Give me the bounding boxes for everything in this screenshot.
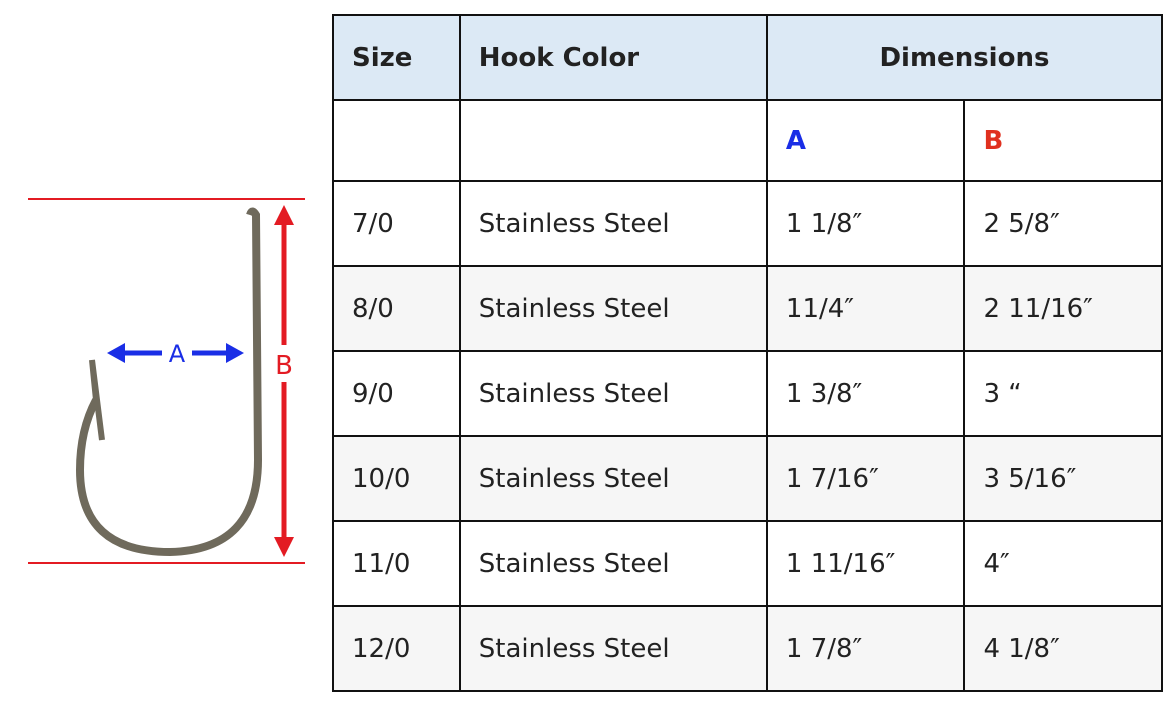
table-cell: Stainless Steel bbox=[458, 180, 768, 267]
table-row: 8/0 Stainless Steel 11/4″ 2 11/16″ bbox=[332, 265, 1163, 352]
table-cell: 8/0 bbox=[332, 265, 461, 352]
a-label: A bbox=[169, 340, 186, 368]
empty-cell bbox=[332, 99, 461, 182]
table-cell: 1 7/8″ bbox=[765, 605, 966, 692]
table-cell: 1 3/8″ bbox=[765, 350, 966, 437]
empty-cell bbox=[458, 99, 768, 182]
b-arrowhead bbox=[274, 537, 294, 557]
table-cell: Stainless Steel bbox=[458, 520, 768, 607]
b-arrowhead bbox=[274, 205, 294, 225]
table-cell: 11/0 bbox=[332, 520, 461, 607]
table-cell: 12/0 bbox=[332, 605, 461, 692]
hook-table: Size Hook Color Dimensions A B 7/0 Stainl… bbox=[332, 14, 1164, 692]
table-cell: Stainless Steel bbox=[458, 605, 768, 692]
table-cell: Stainless Steel bbox=[458, 265, 768, 352]
header-cell: Size bbox=[332, 14, 461, 101]
table-cell: 3 5/16″ bbox=[963, 435, 1163, 522]
table-cell: Stainless Steel bbox=[458, 435, 768, 522]
table-row: 12/0 Stainless Steel 1 7/8″ 4 1/8″ bbox=[332, 605, 1163, 692]
hook-diagram: B A bbox=[28, 198, 305, 564]
table-cell: 1 11/16″ bbox=[765, 520, 966, 607]
table-cell: 10/0 bbox=[332, 435, 461, 522]
subheader-cell: B bbox=[963, 99, 1163, 182]
a-arrowhead bbox=[107, 343, 125, 363]
table-row: 7/0 Stainless Steel 1 1/8″ 2 5/8″ bbox=[332, 180, 1163, 267]
b-label: B bbox=[275, 351, 293, 381]
hook-barb bbox=[89, 359, 105, 441]
table-cell: 3 “ bbox=[963, 350, 1163, 437]
table-cell: 4 1/8″ bbox=[963, 605, 1163, 692]
subheader-cell: A bbox=[765, 99, 966, 182]
header-cell: Hook Color bbox=[458, 14, 768, 101]
table-cell: 4″ bbox=[963, 520, 1163, 607]
table-cell: Stainless Steel bbox=[458, 350, 768, 437]
table-row: 10/0 Stainless Steel 1 7/16″ 3 5/16″ bbox=[332, 435, 1163, 522]
table-row: 9/0 Stainless Steel 1 3/8″ 3 “ bbox=[332, 350, 1163, 437]
hook bbox=[75, 207, 263, 557]
header-cell: Dimensions bbox=[765, 14, 1164, 101]
table-cell: 9/0 bbox=[332, 350, 461, 437]
table-cell: 1 7/16″ bbox=[765, 435, 966, 522]
table-cell: 7/0 bbox=[332, 180, 461, 267]
a-arrowhead bbox=[226, 343, 244, 363]
table-cell: 2 11/16″ bbox=[963, 265, 1163, 352]
table-cell: 2 5/8″ bbox=[963, 180, 1163, 267]
table-row: 11/0 Stainless Steel 1 11/16″ 4″ bbox=[332, 520, 1163, 607]
table-cell: 1 1/8″ bbox=[765, 180, 966, 267]
table-cell: 11/4″ bbox=[765, 265, 966, 352]
